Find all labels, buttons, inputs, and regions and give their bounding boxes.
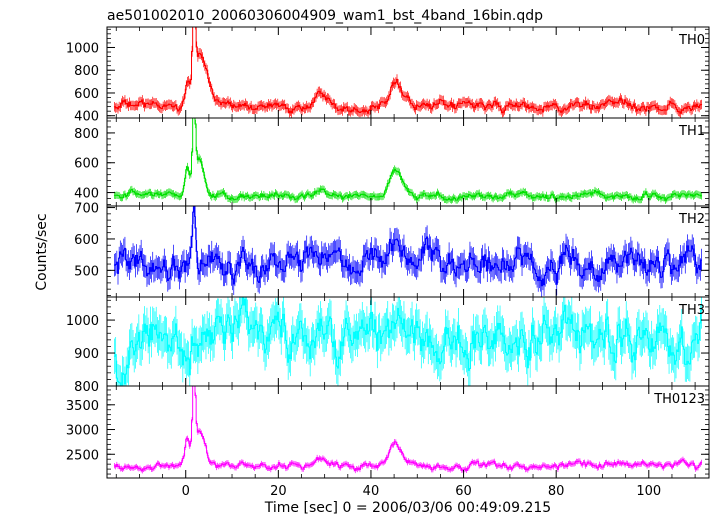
y-tick-label: 800 xyxy=(74,380,99,395)
panel-th1: 400 600 800 TH1 xyxy=(74,117,710,207)
y-tick-label: 500 xyxy=(74,264,99,279)
y-tick-label: 1000 xyxy=(66,314,99,329)
panel-frame xyxy=(106,296,710,387)
panel-label-th2: TH2 xyxy=(678,212,705,227)
data-line xyxy=(113,27,703,114)
x-tick-label: 100 xyxy=(636,484,661,499)
x-tick-label: 40 xyxy=(363,484,380,499)
y-tick-label: 800 xyxy=(74,64,99,79)
panel-frame xyxy=(106,26,710,119)
series-th0123 xyxy=(113,386,703,474)
panel-th0123: 2500 3000 3500 TH0123 xyxy=(66,385,710,479)
panel-frame xyxy=(106,117,710,207)
error-bars xyxy=(114,206,702,297)
series-th0 xyxy=(113,27,703,118)
x-tick-label: 20 xyxy=(270,484,287,499)
y-tick-label: 900 xyxy=(74,347,99,362)
y-tick-label: 800 xyxy=(74,127,99,142)
y-tick-label: 3000 xyxy=(66,424,99,439)
x-tick-label: 80 xyxy=(548,484,565,499)
y-tick-label: 600 xyxy=(74,87,99,102)
error-bars xyxy=(114,297,702,386)
chart-title: ae501002010_20060306004909_wam1_bst_4ban… xyxy=(107,8,543,24)
data-line xyxy=(113,297,703,386)
y-tick-label: 1000 xyxy=(66,41,99,56)
x-axis-label: Time [sec] 0 = 2006/03/06 00:49:09.215 xyxy=(264,500,551,516)
series-th3 xyxy=(113,297,703,386)
panel-th2: 500 600 700 TH2 xyxy=(74,202,710,298)
panel-label-th0123: TH0123 xyxy=(653,392,705,407)
series-th1 xyxy=(113,118,703,204)
y-tick-label: 400 xyxy=(74,110,99,125)
y-tick-label: 2500 xyxy=(66,448,99,463)
panel-label-th3: TH3 xyxy=(678,303,705,318)
y-tick-label: 600 xyxy=(74,233,99,248)
y-axis-label: Counts/sec xyxy=(34,213,50,290)
data-line xyxy=(113,386,703,472)
y-tick-label: 3500 xyxy=(66,399,99,414)
x-tick-label: 0 xyxy=(182,484,190,499)
panel-frame xyxy=(106,385,710,479)
y-tick-label: 400 xyxy=(74,187,99,202)
x-tick-label: 60 xyxy=(455,484,472,499)
error-bars xyxy=(114,119,702,204)
series-th2 xyxy=(113,206,703,297)
y-tick-label: 600 xyxy=(74,157,99,172)
panel-label-th1: TH1 xyxy=(678,124,705,139)
y-tick-label: 700 xyxy=(74,202,99,217)
panel-th3: 800 900 1000 TH3 xyxy=(66,296,710,395)
panel-label-th0: TH0 xyxy=(678,33,705,48)
data-line xyxy=(113,118,703,201)
error-bars xyxy=(114,392,702,474)
data-line xyxy=(113,206,703,287)
